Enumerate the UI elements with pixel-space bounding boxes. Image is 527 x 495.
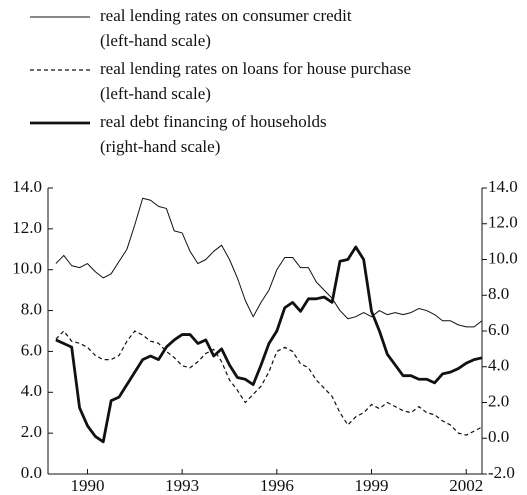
series-line [55, 245, 483, 444]
legend-label: real lending rates on consumer credit (le… [100, 6, 352, 50]
series-line [55, 330, 483, 436]
x-tick-label: 2002 [449, 476, 483, 495]
y-tick-label: 8.0 [21, 299, 42, 318]
x-tick-label: 1993 [165, 476, 199, 495]
y2-tick-label: 8.0 [488, 284, 509, 303]
y-tick-label: 6.0 [21, 340, 42, 359]
x-tick-label: 1999 [355, 476, 389, 495]
y2-tick-label: 4.0 [488, 356, 509, 375]
y2-tick-label: 6.0 [488, 320, 509, 339]
legend-label: real lending rates on loans for house pu… [100, 59, 411, 103]
legend-label: real debt financing of households (right-… [100, 112, 327, 156]
y2-tick-label: -2.0 [488, 463, 515, 482]
y-tick-label: 2.0 [21, 422, 42, 441]
x-tick-label: 1990 [70, 476, 104, 495]
y-tick-label: 0.0 [21, 463, 42, 482]
y-tick-label: 12.0 [12, 218, 42, 237]
series-line [55, 197, 483, 328]
x-tick-label: 1996 [260, 476, 294, 495]
y-tick-label: 14.0 [12, 177, 42, 196]
y-tick-label: 10.0 [12, 259, 42, 278]
y2-tick-label: 0.0 [488, 427, 509, 446]
y-tick-label: 4.0 [21, 381, 42, 400]
y2-tick-label: 12.0 [488, 213, 518, 232]
y2-tick-label: 14.0 [488, 177, 518, 196]
y2-tick-label: 10.0 [488, 248, 518, 267]
y2-tick-label: 2.0 [488, 391, 509, 410]
